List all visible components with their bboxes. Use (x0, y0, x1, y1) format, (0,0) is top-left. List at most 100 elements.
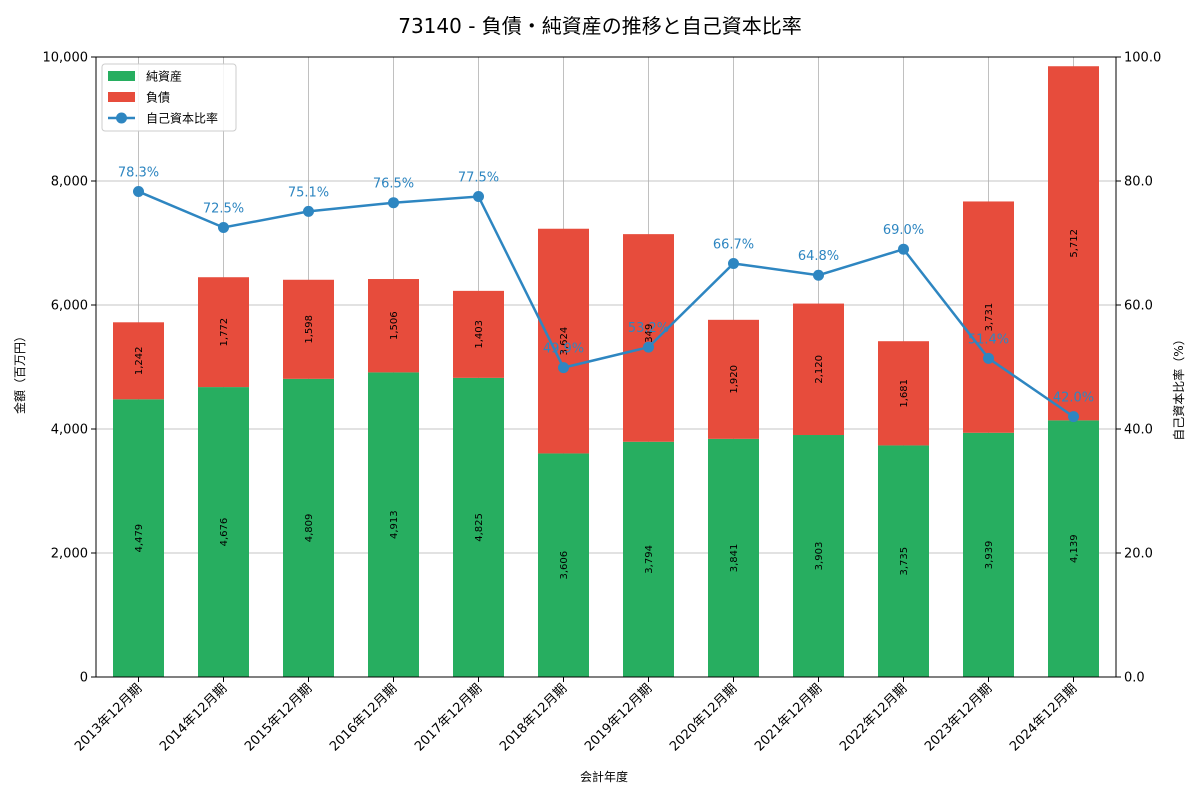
chart-title: 73140 - 負債・純資産の推移と自己資本比率 (398, 14, 802, 38)
liability-bar (623, 234, 674, 442)
y-tick-label: 6,000 (51, 299, 88, 314)
ratio-value-label: 69.0% (883, 223, 924, 238)
legend-item-ratio: 自己資本比率 (108, 111, 218, 126)
y2-tick-label: 40.0 (1124, 423, 1153, 438)
liability-value-label: 1,772 (219, 318, 230, 347)
liability-value-label: 3,349 (644, 324, 655, 353)
liability-bar (283, 279, 334, 379)
y2-tick-label: 100.0 (1124, 51, 1161, 66)
ratio-line (138, 190, 1075, 418)
x-tick-label: 2018年12月期 (497, 681, 570, 754)
y2-tick-label: 0.0 (1124, 671, 1145, 686)
ratio-point (813, 269, 824, 281)
legend-swatch (108, 71, 135, 81)
equity-bar (113, 399, 164, 677)
y2-tick-label: 20.0 (1124, 547, 1153, 562)
liability-bar (453, 290, 504, 378)
equity-value-label: 3,939 (984, 541, 995, 570)
y-axis-title: 金額（百万円） (12, 330, 27, 414)
equity-bar (198, 387, 249, 677)
ratio-point (1068, 411, 1079, 423)
ratio-value-label: 75.1% (288, 185, 329, 200)
liability-bar (963, 201, 1014, 433)
x-tick-label: 2020年12月期 (667, 681, 740, 754)
equity-value-label: 3,903 (814, 542, 825, 571)
liability-value-label: 3,731 (984, 303, 995, 332)
liability-value-label: 2,120 (814, 355, 825, 384)
legend-item-liabilities: 負債 (108, 90, 170, 105)
y-tick-label: 10,000 (43, 51, 89, 66)
equity-value-label: 4,913 (389, 510, 400, 539)
equity-value-label: 3,735 (899, 547, 910, 576)
liability-bar (793, 303, 844, 436)
ratio-point (898, 243, 909, 255)
liability-value-label: 5,712 (1069, 229, 1080, 258)
equity-bar (793, 435, 844, 677)
liability-bar (878, 341, 929, 446)
liability-bar (113, 322, 164, 400)
equity-bar (538, 453, 589, 677)
equity-bar (623, 441, 674, 677)
ratio-value-label: 42.0% (1053, 391, 1094, 406)
equity-bar (878, 445, 929, 677)
liability-bar (708, 319, 759, 439)
y-tick-label: 8,000 (51, 175, 88, 190)
legend-swatch (108, 92, 135, 102)
legend-label: 負債 (146, 90, 170, 105)
liability-value-label: 1,242 (134, 346, 145, 375)
liability-value-label: 1,920 (729, 365, 740, 394)
x-tick-label: 2022年12月期 (837, 681, 910, 754)
x-tick-label: 2014年12月期 (157, 681, 230, 754)
x-tick-label: 2024年12月期 (1007, 681, 1080, 754)
liability-value-label: 1,403 (474, 320, 485, 349)
equity-value-label: 4,809 (304, 514, 315, 543)
ratio-value-label: 64.8% (798, 249, 839, 264)
equity-value-label: 4,676 (219, 518, 230, 547)
ratio-value-label: 51.4% (968, 332, 1009, 347)
liability-bar (538, 228, 589, 454)
equity-bar (283, 378, 334, 677)
ratio-value-label: 77.5% (458, 171, 499, 186)
ratio-point (983, 352, 994, 364)
legend-box (101, 63, 237, 132)
bars-layer: 4,479 1,242 4,676 1,772 4,809 1,598 4,913 1,506… (113, 66, 1099, 677)
legend-item-equity: 純資産 (108, 69, 182, 84)
equity-value-label: 3,841 (729, 544, 740, 573)
ratio-point (473, 191, 484, 202)
equity-value-label: 4,139 (1069, 534, 1080, 563)
equity-value-label: 4,479 (134, 524, 145, 553)
x-axis-title: 会計年度 (580, 769, 628, 784)
equity-bar (453, 377, 504, 677)
ratio-point (218, 222, 229, 233)
liability-value-label: 1,506 (389, 311, 400, 340)
liability-bar (368, 279, 419, 373)
ratio-line-layer: 78.3% 72.5% 75.1% 76.5% 77.5% 49.9% 53.2% 66.7%… (118, 166, 1094, 423)
liability-value-label: 1,681 (899, 379, 910, 408)
y2-axis-title: 自己資本比率（%） (1171, 333, 1186, 440)
equity-value-label: 3,606 (559, 551, 570, 580)
ratio-point (728, 257, 739, 269)
ratio-point (558, 362, 569, 374)
x-tick-label: 2016年12月期 (327, 681, 400, 754)
ratio-point (133, 186, 144, 198)
legend-marker (116, 112, 127, 124)
x-tick-label: 2023年12月期 (922, 681, 995, 754)
liability-value-label: 3,624 (559, 327, 570, 356)
ratio-point (643, 341, 654, 353)
ratio-value-label: 53.2% (628, 321, 669, 336)
x-tick-label: 2013年12月期 (72, 681, 145, 754)
y-tick-label: 2,000 (51, 547, 88, 562)
y2-tick-label: 60.0 (1124, 299, 1153, 314)
x-tick-label: 2019年12月期 (582, 681, 655, 754)
equity-bar (368, 372, 419, 677)
x-tick-label: 2021年12月期 (752, 681, 825, 754)
ratio-value-label: 66.7% (713, 237, 754, 252)
x-tick-label: 2017年12月期 (412, 681, 485, 754)
ratio-value-label: 72.5% (203, 202, 244, 217)
ratio-value-label: 49.9% (543, 342, 584, 357)
y-tick-label: 0 (80, 671, 88, 686)
equity-bar (963, 432, 1014, 677)
